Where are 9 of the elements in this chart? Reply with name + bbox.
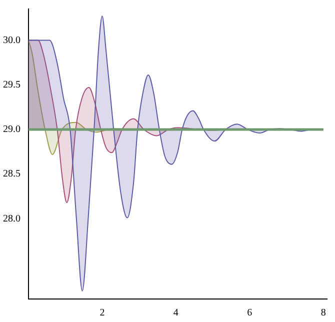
x-tick-label: 6 [247,308,252,319]
x-tick-label: 2 [100,308,105,319]
x-tick-label: 8 [320,308,326,319]
y-tick-label: 28.0 [3,213,20,224]
x-tick-label: 4 [173,308,178,319]
y-tick-label: 29.5 [3,79,20,90]
y-tick-label: 30.0 [3,34,20,46]
y-tick-label: 28.5 [3,168,20,180]
y-tick-label: 29.0 [3,124,20,136]
